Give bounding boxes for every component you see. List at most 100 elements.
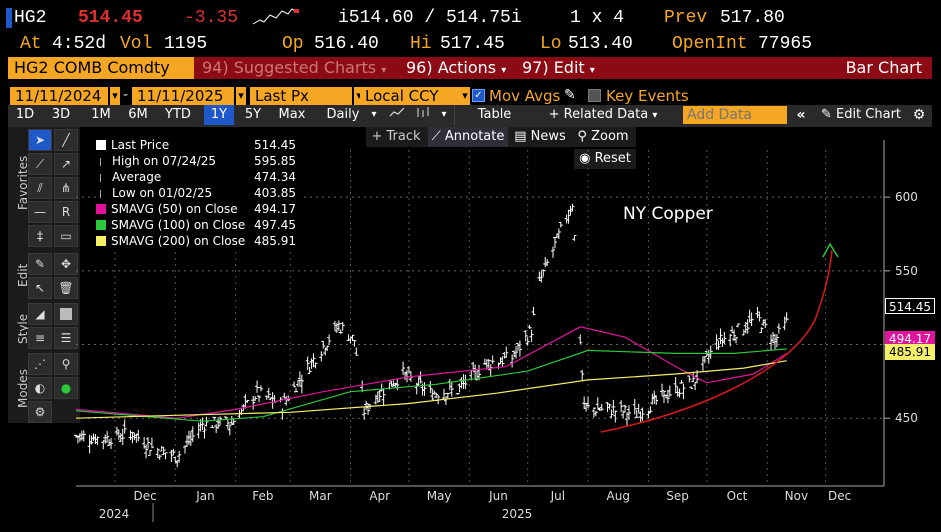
period-max[interactable]: Max bbox=[278, 107, 306, 122]
crosshair-mode-icon[interactable]: ◐ bbox=[28, 377, 52, 399]
suggested-charts-menu[interactable]: 94) Suggested Charts ▾ bbox=[196, 57, 398, 79]
reset-button[interactable]: ◉ Reset bbox=[574, 149, 636, 169]
news-button[interactable]: ▤ News bbox=[512, 127, 568, 147]
x-tick-label: Feb bbox=[252, 489, 273, 503]
open-label: Op bbox=[282, 34, 304, 54]
news-label: News bbox=[530, 129, 566, 144]
period-1y[interactable]: 1Y bbox=[204, 105, 234, 125]
related-data-button[interactable]: + Related Data ▾ bbox=[538, 105, 668, 125]
chart-legend: Last Price 514.45 High on 07/24/25 595.85 Av… bbox=[96, 137, 302, 252]
annotate-button[interactable]: ⟋ Annotate bbox=[428, 127, 508, 147]
mov-avgs-label: Mov Avgs bbox=[489, 87, 561, 105]
sma200-tag: 485.91 bbox=[885, 344, 935, 360]
dropdown-caret-icon[interactable]: ▾ bbox=[371, 109, 377, 120]
high-label: Hi bbox=[410, 34, 432, 54]
settings-icon[interactable]: ⚙ bbox=[28, 401, 52, 423]
line-width-icon[interactable]: ≡ bbox=[28, 327, 52, 349]
calendar-icon[interactable]: ▾ bbox=[110, 87, 120, 106]
drawing-tools-panel: Favorites Edit Style Modes ➤ ╱ ⟋ ↗ ⫽ ⋔ —… bbox=[8, 127, 80, 423]
mov-avgs-checkbox[interactable]: ✓ bbox=[472, 89, 485, 102]
period-ytd[interactable]: YTD bbox=[165, 107, 191, 122]
calendar-icon[interactable]: ▾ bbox=[236, 87, 246, 106]
start-date-field[interactable]: 11/11/2024 bbox=[10, 87, 108, 106]
collapse-icon[interactable]: « bbox=[796, 107, 806, 123]
dropdown-caret-icon: ▾ bbox=[501, 65, 507, 76]
pencil-icon[interactable]: ✎ bbox=[28, 253, 52, 275]
openint-label: OpenInt bbox=[672, 34, 748, 54]
annotate-label: Annotate bbox=[444, 129, 505, 144]
chart-type-title: Bar Chart bbox=[845, 58, 922, 77]
dropdown-caret-icon[interactable]: ▾ bbox=[441, 109, 447, 120]
date-separator: - bbox=[123, 87, 129, 103]
legend-row: Last Price 514.45 bbox=[96, 137, 302, 153]
ticker-marker bbox=[6, 8, 12, 28]
horizontal-line-icon[interactable]: — bbox=[28, 201, 52, 223]
legend-row: Average 474.34 bbox=[96, 169, 302, 185]
legend-row: SMAVG (50) on Close 494.17 bbox=[96, 201, 302, 217]
ticker-symbol[interactable]: HG2 bbox=[14, 8, 47, 28]
track-button[interactable]: + Track bbox=[366, 127, 426, 147]
x-tick-label: May bbox=[427, 489, 452, 503]
moving-average-line bbox=[75, 360, 787, 419]
actions-label: 96) Actions bbox=[406, 58, 497, 77]
dropdown-caret-icon: ▾ bbox=[381, 65, 387, 76]
cursor-icon[interactable]: ➤ bbox=[28, 129, 52, 151]
legend-label: Last Price bbox=[111, 138, 170, 152]
actions-menu[interactable]: 96) Actions ▾ bbox=[400, 57, 514, 79]
pencil-icon[interactable]: ✎ bbox=[564, 87, 576, 103]
channel-icon[interactable]: ⫽ bbox=[28, 177, 52, 199]
reset-icon: ◉ bbox=[579, 151, 595, 166]
rectangle-icon[interactable]: ▭ bbox=[54, 225, 78, 247]
table-button[interactable]: Table bbox=[454, 105, 534, 125]
fill-color-icon[interactable] bbox=[54, 303, 78, 325]
y-tick-label: 600 bbox=[895, 190, 918, 204]
fibonacci-icon[interactable]: ‡ bbox=[28, 225, 52, 247]
edit-chart-button[interactable]: ✎ Edit Chart bbox=[814, 105, 908, 125]
move-icon[interactable]: ✥ bbox=[54, 253, 78, 275]
open-value: 516.40 bbox=[314, 34, 379, 54]
add-data-input[interactable] bbox=[683, 106, 787, 124]
period-3d[interactable]: 3D bbox=[51, 107, 71, 122]
zoom-button[interactable]: ⚲ Zoom bbox=[572, 127, 634, 147]
trash-icon[interactable]: 🗑 bbox=[54, 277, 78, 299]
gear-icon[interactable]: ⚙ bbox=[912, 107, 926, 123]
legend-value: 494.17 bbox=[254, 202, 296, 216]
period-6m[interactable]: 6M bbox=[128, 107, 148, 122]
dropdown-caret-icon[interactable]: ▾ bbox=[354, 87, 364, 106]
legend-swatch bbox=[96, 204, 106, 214]
field-select[interactable]: Last Px bbox=[250, 87, 352, 106]
period-1d[interactable]: 1D bbox=[15, 107, 35, 122]
dotted-line-icon[interactable]: ⋰ bbox=[28, 353, 52, 375]
legend-value: 595.85 bbox=[254, 154, 296, 168]
chart-annotation[interactable]: NY Copper bbox=[623, 204, 713, 224]
key-events-checkbox[interactable] bbox=[588, 89, 601, 102]
currency-select[interactable]: Local CCY bbox=[360, 87, 460, 106]
text-tool-icon[interactable]: R bbox=[54, 201, 78, 223]
color-mode-icon[interactable]: ● bbox=[54, 377, 78, 399]
period-5y[interactable]: 5Y bbox=[244, 107, 262, 122]
line-style-icon[interactable]: ☰ bbox=[54, 327, 78, 349]
pitchfork-icon[interactable]: ⋔ bbox=[54, 177, 78, 199]
period-1m[interactable]: 1M bbox=[91, 107, 111, 122]
end-date-field[interactable]: 11/11/2025 bbox=[132, 87, 234, 106]
frequency-select[interactable]: Daily bbox=[318, 105, 368, 125]
security-name: HG2 COMB Comdty bbox=[14, 58, 170, 77]
menu-bar: HG2 COMB Comdty 94) Suggested Charts ▾ 9… bbox=[8, 57, 932, 79]
legend-label: SMAVG (100) on Close bbox=[111, 218, 246, 232]
trendline-icon[interactable]: ⟋ bbox=[28, 153, 52, 175]
related-data-label: + Related Data bbox=[548, 107, 649, 122]
bar-chart-icon[interactable] bbox=[412, 105, 434, 125]
legend-value: 514.45 bbox=[254, 138, 296, 152]
legend-swatch bbox=[100, 158, 111, 166]
line-chart-icon[interactable] bbox=[386, 105, 408, 125]
select-icon[interactable]: ↖ bbox=[28, 277, 52, 299]
security-field[interactable]: HG2 COMB Comdty bbox=[8, 57, 194, 79]
ray-icon[interactable]: ↗ bbox=[54, 153, 78, 175]
legend-value: 497.45 bbox=[254, 218, 296, 232]
magnet-icon[interactable]: ⚲ bbox=[54, 353, 78, 375]
dropdown-caret-icon[interactable]: ▾ bbox=[460, 87, 470, 106]
edit-menu[interactable]: 97) Edit ▾ bbox=[516, 57, 602, 79]
line-tool-icon[interactable]: ╱ bbox=[54, 129, 78, 151]
paint-icon[interactable]: ◢ bbox=[28, 303, 52, 325]
